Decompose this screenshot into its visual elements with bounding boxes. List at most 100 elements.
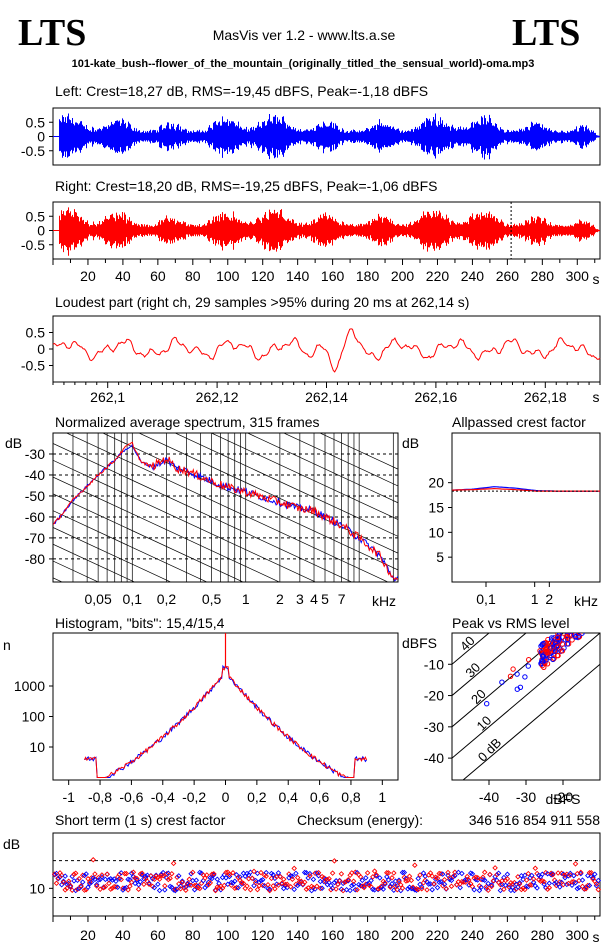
- x-tick-label: 300: [566, 268, 590, 284]
- shortterm-point: [100, 885, 107, 891]
- spectrum-slope: [319, 433, 398, 470]
- spectrum-frame: [52, 432, 399, 583]
- shortterm-point: [245, 876, 252, 882]
- shortterm-point: [562, 872, 568, 879]
- shortterm-point: [518, 886, 525, 893]
- shortterm-point: [137, 879, 144, 885]
- shortterm-point: [424, 887, 430, 893]
- peakrms-point: [589, 622, 593, 626]
- spectrum-slope: [53, 443, 353, 582]
- shortterm-point: [92, 876, 98, 883]
- spectrum-slope: [53, 543, 136, 582]
- spectrum-title: Normalized average spectrum, 315 frames: [55, 414, 320, 430]
- y-tick-label: 15: [428, 500, 444, 516]
- shortterm-point: [308, 883, 315, 890]
- shortterm-point: [366, 882, 373, 889]
- shortterm-point: [141, 881, 147, 888]
- shortterm-point: [72, 870, 79, 876]
- shortterm-point: [569, 882, 575, 888]
- shortterm-point: [539, 871, 546, 878]
- shortterm-point: [176, 873, 182, 879]
- x-tick-label: 1: [378, 789, 386, 805]
- x-tick-label: 0,6: [310, 789, 330, 805]
- shortterm-point: [389, 881, 395, 887]
- checksum-label: Checksum (energy):: [297, 812, 423, 828]
- x-tick-label: 280: [531, 927, 555, 943]
- shortterm-point: [349, 870, 355, 876]
- peakrms-point: [578, 624, 582, 628]
- shortterm-point: [546, 880, 553, 887]
- shortterm-point: [289, 873, 296, 880]
- shortterm-point: [287, 884, 294, 890]
- x-tick-label: 220: [426, 268, 450, 284]
- x-tick-label: 262,14: [305, 389, 348, 405]
- y-tick-label: -40: [25, 467, 45, 483]
- shortterm-point: [130, 869, 137, 876]
- peakrms-point: [585, 621, 589, 625]
- shortterm-point: [495, 870, 502, 876]
- peakrms-point: [585, 626, 589, 630]
- x-tick-label: 20: [80, 268, 96, 284]
- peakrms-diagonal: [452, 633, 527, 697]
- shortterm-point: [53, 870, 60, 877]
- x-tick-label: -30: [516, 789, 536, 805]
- y-tick-label: -60: [25, 509, 45, 525]
- shortterm-point: [135, 886, 142, 892]
- peakrms-point: [581, 626, 585, 630]
- peakrms-point: [576, 616, 580, 620]
- shortterm-point: [167, 875, 173, 882]
- shortterm-point: [590, 875, 596, 881]
- x-tick-label: 260: [496, 927, 520, 943]
- shortterm-point: [378, 884, 385, 891]
- x-tick-label: 180: [356, 268, 380, 284]
- shortterm-point: [226, 871, 233, 878]
- shortterm-point: [336, 878, 343, 884]
- shortterm-point: [377, 875, 383, 881]
- shortterm-point: [162, 887, 168, 893]
- y-tick-label: 20: [428, 475, 444, 491]
- shortterm-point: [364, 870, 371, 876]
- shortterm-point: [244, 883, 250, 889]
- peakrms-point: [585, 611, 589, 615]
- shortterm-point: [139, 870, 145, 877]
- shortterm-point: [62, 887, 68, 893]
- shortterm-point: [272, 875, 278, 882]
- shortterm-point: [405, 877, 411, 884]
- peakrms-diagonal: [452, 633, 600, 759]
- x-tick-label: 200: [391, 927, 415, 943]
- x-tick-label: 180: [356, 927, 380, 943]
- x-tick-label: 262,18: [524, 389, 567, 405]
- spectrum-slope: [246, 433, 398, 504]
- logo-left: LTS: [18, 12, 86, 54]
- shortterm-point: [247, 887, 254, 893]
- shortterm-point: [263, 873, 269, 879]
- shortterm-point: [520, 885, 526, 891]
- peakrms-diagonal-label: 30: [462, 660, 483, 681]
- shortterm-point: [83, 871, 89, 877]
- shortterm-point: [74, 877, 81, 884]
- x-tick-label: 140: [286, 927, 310, 943]
- shortterm-point: [270, 872, 276, 878]
- peakrms-point: [585, 617, 589, 621]
- peakrms-point: [553, 643, 559, 649]
- shortterm-point: [578, 869, 584, 876]
- shortterm-point: [427, 881, 434, 887]
- shortterm-point: [272, 886, 278, 892]
- peakrms-point: [559, 648, 566, 654]
- shortterm-point: [146, 881, 152, 888]
- shortterm-point: [72, 887, 79, 894]
- shortterm-point: [291, 865, 297, 872]
- shortterm-point: [488, 882, 495, 888]
- shortterm-point: [481, 869, 488, 876]
- shortterm-point: [466, 877, 472, 883]
- shortterm-point: [520, 876, 526, 883]
- spectrum-series-left: [53, 443, 398, 582]
- shortterm-point: [391, 887, 397, 893]
- shortterm-point: [553, 882, 560, 889]
- shortterm-point: [165, 870, 172, 877]
- shortterm-point: [284, 881, 290, 887]
- shortterm-point: [525, 883, 532, 890]
- shortterm-point: [438, 879, 444, 885]
- shortterm-point: [218, 887, 224, 893]
- shortterm-point: [415, 875, 421, 882]
